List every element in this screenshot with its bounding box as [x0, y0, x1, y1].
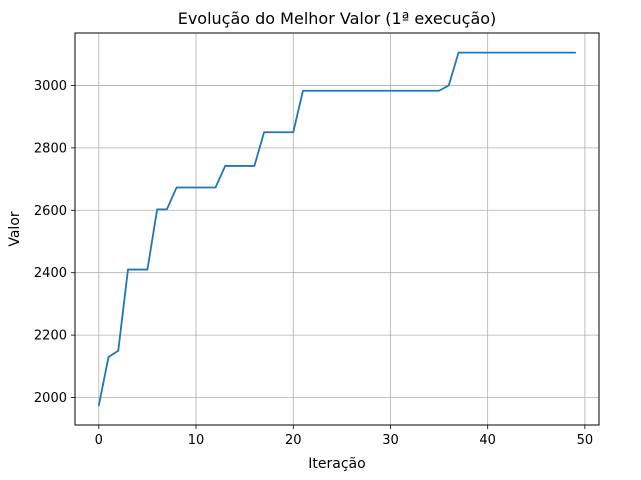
- y-tick-label: 2200: [34, 329, 67, 344]
- plot-area-frame: [74, 32, 600, 426]
- x-tick-label: 0: [95, 433, 103, 448]
- y-tick-label: 2600: [34, 204, 67, 219]
- x-tick-label: 30: [382, 433, 399, 448]
- y-tick-label: 2000: [34, 391, 67, 406]
- chart-title: Evolução do Melhor Valor (1ª execução): [178, 9, 497, 28]
- series-line: [97, 51, 577, 407]
- x-axis-label: Iteração: [308, 456, 365, 472]
- x-tick-label: 40: [479, 433, 496, 448]
- x-tick-label: 20: [285, 433, 302, 448]
- y-tick-label: 2800: [34, 141, 67, 156]
- y-tick-label: 3000: [34, 79, 67, 94]
- grid: [75, 33, 599, 425]
- x-tick-label: 10: [188, 433, 205, 448]
- ticks: 0 10 20 30 40 50 2000 2200 2400 2600 2800 3000: [34, 79, 593, 448]
- y-axis-label: Valor: [7, 211, 23, 247]
- series-layer: [97, 51, 577, 407]
- x-tick-label: 50: [577, 433, 594, 448]
- y-tick-label: 2400: [34, 266, 67, 281]
